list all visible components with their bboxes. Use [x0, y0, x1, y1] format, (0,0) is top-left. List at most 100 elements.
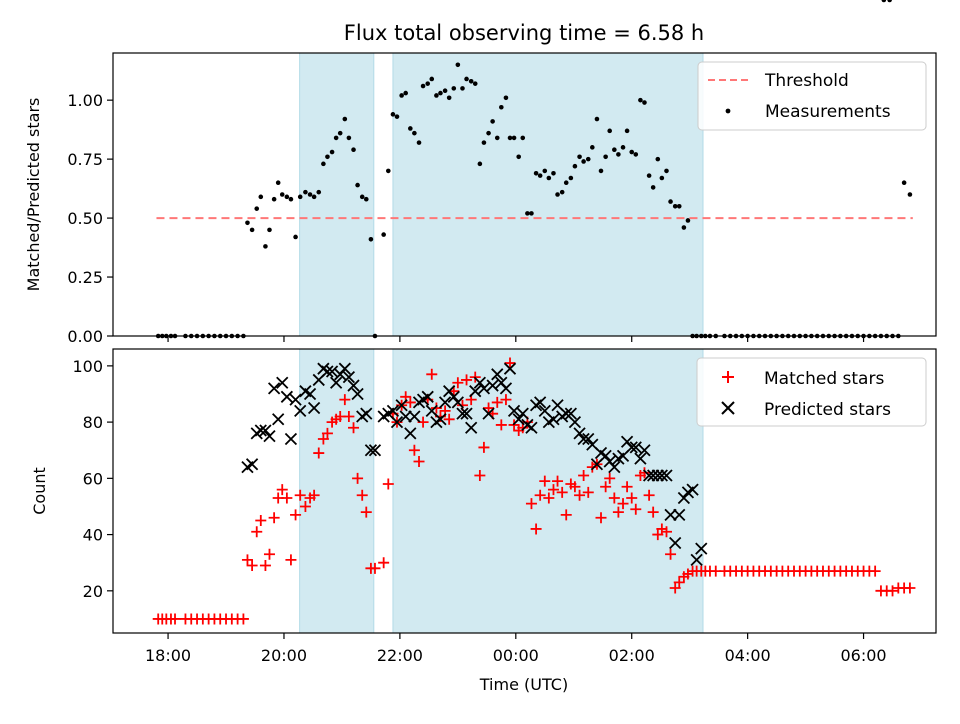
legend-predicted-swatch [721, 401, 735, 415]
predicted-point [516, 407, 529, 420]
x-tick-label: 18:00 [145, 646, 191, 665]
top-y-axis-label: Matched/Predicted stars [24, 98, 43, 292]
predicted-point [477, 382, 491, 395]
measurement-point [425, 81, 431, 86]
predicted-point [577, 432, 590, 446]
predicted-point [547, 413, 560, 426]
matched-point [673, 576, 685, 588]
matched-point [569, 481, 581, 493]
predicted-point [263, 430, 276, 443]
measurement-point [446, 95, 452, 101]
measurement-point [624, 128, 630, 134]
matched-point [500, 394, 512, 406]
matched-point [530, 523, 542, 535]
measurement-point [438, 90, 443, 96]
predicted-point [456, 407, 469, 420]
matched-point [251, 526, 263, 538]
matched-point [356, 489, 368, 501]
predicted-point [642, 469, 656, 482]
predicted-point [408, 410, 421, 423]
measurement-point [342, 116, 348, 122]
measurement-point [263, 244, 268, 249]
predicted-point [395, 399, 408, 412]
matched-point [369, 562, 381, 574]
predicted-point [272, 413, 285, 426]
measurement-point [577, 154, 582, 160]
predicted-point [325, 365, 339, 378]
predicted-point [634, 452, 647, 465]
measurement-point [629, 149, 635, 155]
measurement-point [267, 227, 272, 233]
predicted-point [307, 401, 321, 415]
predicted-point [245, 458, 259, 471]
matched-point [413, 455, 425, 467]
matched-point [348, 422, 360, 434]
predicted-point [660, 469, 673, 482]
measurement-point [254, 206, 260, 211]
measurement-point [572, 163, 578, 169]
measurement-point [455, 62, 461, 68]
matched-point [652, 529, 664, 541]
matched-point [552, 475, 564, 487]
matched-point [426, 368, 438, 380]
x-axis: 18:00 20:00 22:00 00:00 02:00 04:00 06:00 [145, 633, 887, 665]
matched-point [294, 489, 306, 501]
measurement-point [650, 185, 656, 190]
measurement-point [901, 180, 907, 186]
measurement-point [516, 154, 522, 160]
measurement-point [668, 199, 673, 204]
predicted-point [289, 393, 302, 406]
measurement-point [559, 189, 565, 195]
predicted-point [669, 536, 682, 550]
matched-point [539, 475, 551, 487]
measurement-point [672, 203, 678, 209]
legend-measurements-label: Measurements [765, 102, 891, 122]
predicted-point [568, 415, 582, 429]
measurement-point [598, 168, 604, 174]
measurement-point [249, 227, 255, 233]
predicted-point [342, 370, 356, 384]
measurement-point [288, 196, 294, 202]
bottom-legend-box [696, 357, 927, 427]
measurement-point [542, 168, 548, 174]
predicted-point [686, 483, 699, 496]
measurement-point [355, 182, 360, 188]
measurement-point [581, 159, 586, 164]
y-tick-label: 0.00 [67, 327, 103, 346]
matched-point [604, 472, 616, 484]
predicted-point [347, 379, 360, 392]
measurement-point [293, 234, 298, 240]
matched-point [483, 402, 495, 414]
measurement-point [555, 192, 560, 197]
measurement-point [408, 126, 413, 131]
measurement-point [511, 135, 517, 141]
predicted-point [655, 469, 668, 482]
measurement-point [390, 112, 396, 117]
measurement-point [325, 154, 330, 160]
measurement-point [477, 161, 483, 167]
measurement-point [468, 79, 474, 84]
measurement-point [676, 203, 682, 209]
predicted-point [280, 390, 294, 403]
y-tick-label: 1.00 [67, 91, 103, 110]
matched-point [255, 515, 267, 527]
predicted-point [651, 469, 664, 482]
matched-point [665, 548, 677, 560]
measurement-point [472, 81, 478, 86]
measurement-point [685, 218, 691, 223]
measurement-point [271, 196, 277, 202]
y-tick-label: 60 [83, 469, 103, 488]
x-tick-label: 02:00 [609, 646, 655, 665]
measurement-point [633, 152, 639, 157]
matched-point [299, 500, 311, 512]
measurement-point [420, 83, 426, 89]
y-tick-label: 20 [83, 582, 103, 601]
predicted-point [438, 396, 452, 409]
y-tick-label: 0.75 [67, 150, 103, 169]
matched-point [461, 374, 473, 386]
measurement-point [284, 194, 290, 200]
predicted-point [582, 432, 595, 446]
x-tick-label: 20:00 [261, 646, 307, 665]
matched-point [352, 472, 364, 484]
predicted-point [399, 410, 412, 423]
